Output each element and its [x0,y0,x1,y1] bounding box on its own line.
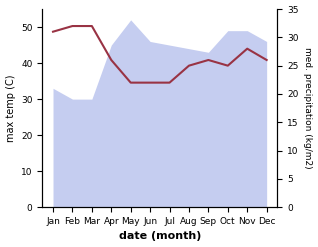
Y-axis label: max temp (C): max temp (C) [5,74,16,142]
X-axis label: date (month): date (month) [119,231,201,242]
Y-axis label: med. precipitation (kg/m2): med. precipitation (kg/m2) [303,47,313,169]
